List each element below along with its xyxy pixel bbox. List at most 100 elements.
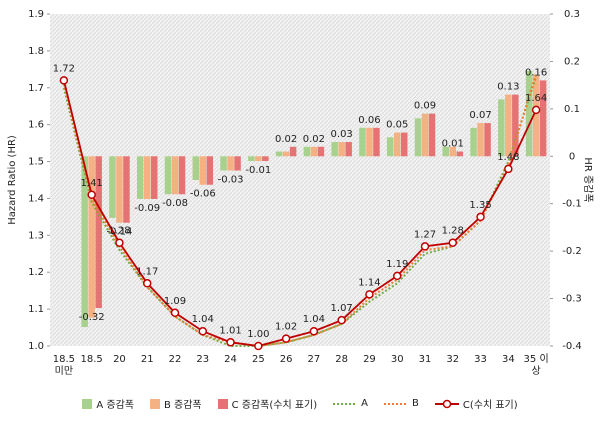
legend-swatch <box>333 402 358 405</box>
point-label: 1.14 <box>358 277 380 288</box>
line-marker <box>115 238 124 247</box>
bar-label: 0.05 <box>386 120 408 131</box>
bar-label: 0.16 <box>525 67 547 78</box>
x-tick-label: 26 <box>279 354 293 365</box>
bar <box>505 94 512 157</box>
bar <box>262 156 269 162</box>
legend-item: B 증감폭 <box>149 396 202 411</box>
x-tick-label: 18.5 미만 <box>52 354 75 377</box>
legend-swatch <box>217 398 228 409</box>
bar <box>331 142 338 157</box>
legend-label: A 증감폭 <box>96 400 134 411</box>
y-tick-label: 1.6 <box>28 120 44 131</box>
point-label: 1.09 <box>164 296 186 307</box>
line-marker <box>170 308 180 318</box>
bar-label: -0.01 <box>245 165 271 176</box>
bar <box>310 146 318 157</box>
y-tick-label: 1.2 <box>28 267 44 278</box>
point-label: 1.72 <box>53 63 75 74</box>
y2-tick-label: -0.2 <box>562 246 582 257</box>
legend-swatch-fill <box>217 398 228 409</box>
y2-tick-label: 0.2 <box>564 56 580 67</box>
bar <box>498 99 505 157</box>
line-marker <box>448 238 458 247</box>
bar <box>442 146 450 157</box>
legend-swatch-marker <box>442 399 452 408</box>
line-marker <box>420 242 430 251</box>
point-label: 1.04 <box>303 314 325 325</box>
bar <box>116 156 123 223</box>
x-tick-label: 34 <box>501 354 515 365</box>
bar-label: 0.07 <box>469 110 491 121</box>
line-marker <box>254 341 263 351</box>
bar <box>275 151 283 157</box>
bar-label: 0.09 <box>414 101 436 112</box>
bar <box>525 70 533 157</box>
x-tick-label: 24 <box>224 354 237 365</box>
line-marker <box>531 105 541 115</box>
bar <box>206 156 214 185</box>
legend: A 증감폭 B 증감폭 C 증감폭(수치 표기) A B C(수치 표기) <box>0 396 600 411</box>
bar-label: 0.06 <box>358 115 380 126</box>
x-tick-label: 18.5 <box>80 354 103 365</box>
bar-label: 0.02 <box>303 134 325 145</box>
x-tick-label: 33 <box>474 354 487 365</box>
y2-axis-title: HR 증감폭 <box>582 157 594 202</box>
bar <box>386 137 394 157</box>
legend-label: B <box>412 398 419 409</box>
point-label: 1.00 <box>247 329 269 340</box>
legend-swatch-fill <box>82 398 93 409</box>
bar <box>123 156 130 223</box>
y-tick-label: 1.7 <box>28 83 44 94</box>
legend-swatch <box>434 399 459 408</box>
bar-label: 0.01 <box>442 139 464 150</box>
y2-tick-label: -0.4 <box>562 341 582 352</box>
bar <box>303 146 311 157</box>
point-label: 1.28 <box>108 226 130 237</box>
x-tick-label: 21 <box>140 354 154 365</box>
bar <box>338 142 345 157</box>
point-label: 1.27 <box>414 229 436 240</box>
x-tick-label: 32 <box>446 354 460 365</box>
bar-label: -0.08 <box>162 198 188 209</box>
bar-label: -0.14 <box>107 227 133 238</box>
bar <box>470 127 477 157</box>
bar-label: 0.13 <box>497 82 519 93</box>
bar <box>227 156 234 171</box>
bar <box>317 146 325 157</box>
line-marker <box>392 271 402 281</box>
bar <box>456 151 464 157</box>
line-marker <box>142 279 152 288</box>
line-marker <box>309 326 319 336</box>
bar <box>449 146 457 157</box>
bar <box>143 156 151 199</box>
bar <box>178 156 186 195</box>
bar <box>484 123 491 157</box>
point-label: 1.35 <box>469 200 491 211</box>
line-marker <box>226 338 235 347</box>
y-axis-title: Hazard Ratio (HR) <box>7 135 18 225</box>
bar <box>373 127 380 157</box>
bar <box>95 156 102 309</box>
point-label: 1.48 <box>497 152 519 163</box>
bar <box>150 156 158 199</box>
legend-item: A 증감폭 <box>82 396 134 411</box>
point-label: 1.01 <box>219 325 241 336</box>
y-tick-label: 1.5 <box>28 157 44 168</box>
legend-swatch <box>384 402 408 405</box>
bar <box>234 156 241 171</box>
x-tick-label: 25 <box>251 354 265 365</box>
bar-label: -0.06 <box>190 189 216 200</box>
legend-label: C(수치 표기) <box>462 400 518 411</box>
x-tick-label: 27 <box>307 354 321 365</box>
bar <box>81 156 88 328</box>
x-tick-label: 31 <box>418 354 432 365</box>
bar-label: 0.02 <box>275 134 297 145</box>
bar <box>400 132 408 157</box>
legend-label: B 증감폭 <box>163 400 202 411</box>
point-label: 1.02 <box>275 322 297 333</box>
y2-tick-label: -0.1 <box>562 199 582 210</box>
point-label: 1.41 <box>81 178 103 189</box>
